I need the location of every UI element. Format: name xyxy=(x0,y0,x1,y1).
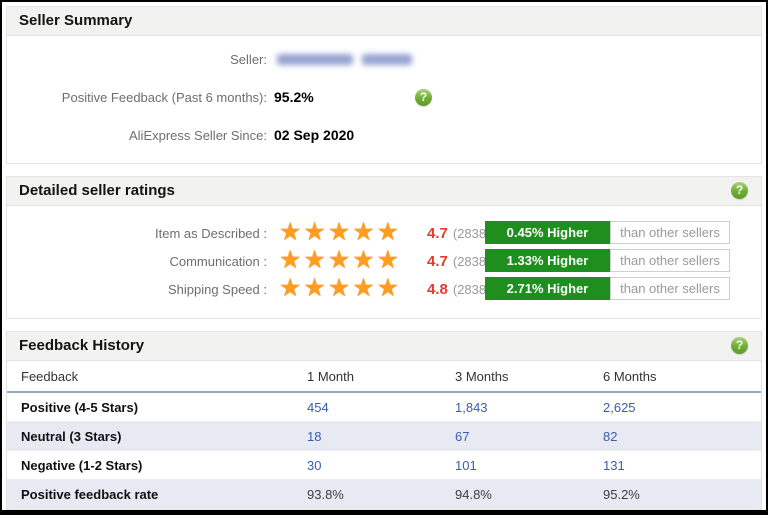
seller-row: Seller: xyxy=(7,40,761,78)
star-rating-icon: ★★★★★ ★★★★★ xyxy=(279,249,419,273)
feedback-history-table: Feedback 1 Month 3 Months 6 Months Posit… xyxy=(7,361,761,509)
seller-label: Seller: xyxy=(230,51,267,67)
redacted-blob xyxy=(362,53,412,65)
column-header-1-month: 1 Month xyxy=(307,368,354,384)
row-label: Neutral (3 Stars) xyxy=(21,428,122,444)
higher-badge: 0.45% Higher xyxy=(485,221,610,244)
comparison-badge: 0.45% Higher than other sellers xyxy=(485,221,730,244)
rating-label: Shipping Speed : xyxy=(167,281,267,297)
table-header-row: Feedback 1 Month 3 Months 6 Months xyxy=(7,361,761,393)
detailed-ratings-body: Item as Described : ★★★★★ ★★★★★ 4.7 (283… xyxy=(7,206,761,325)
feedback-count-link[interactable]: 1,843 xyxy=(455,399,488,415)
positive-feedback-row: Positive Feedback (Past 6 months): 95.2%… xyxy=(7,78,761,116)
comparison-badge: 1.33% Higher than other sellers xyxy=(485,249,730,272)
compare-label: than other sellers xyxy=(610,277,730,300)
star-rating-icon: ★★★★★ ★★★★★ xyxy=(279,277,419,301)
redacted-blob xyxy=(277,53,353,65)
seller-since-value: 02 Sep 2020 xyxy=(274,127,355,143)
rating-label: Communication : xyxy=(169,253,267,269)
column-header-feedback: Feedback xyxy=(21,368,79,384)
rating-row-item-as-described: Item as Described : ★★★★★ ★★★★★ 4.7 (283… xyxy=(7,219,761,247)
table-row-neutral: Neutral (3 Stars) 18 67 82 xyxy=(7,422,761,451)
feedback-rate-value: 93.8% xyxy=(307,486,344,502)
detailed-ratings-title: Detailed seller ratings xyxy=(19,182,175,199)
rating-row-communication: Communication : ★★★★★ ★★★★★ 4.7 (2838 ra… xyxy=(7,247,761,275)
feedback-count-link[interactable]: 30 xyxy=(307,457,322,473)
rating-label: Item as Described : xyxy=(155,225,267,241)
seller-summary-title: Seller Summary xyxy=(19,12,133,29)
stars-fill-icon: ★★★★★ xyxy=(279,249,402,272)
positive-feedback-value: 95.2% xyxy=(274,89,314,105)
star-rating-icon: ★★★★★ ★★★★★ xyxy=(279,221,419,245)
seller-summary-header: Seller Summary xyxy=(7,7,761,36)
feedback-count-link[interactable]: 67 xyxy=(455,428,470,444)
seller-since-label: AliExpress Seller Since: xyxy=(129,127,267,143)
column-header-6-months: 6 Months xyxy=(603,368,657,384)
row-label: Positive (4-5 Stars) xyxy=(21,399,139,415)
seller-since-row: AliExpress Seller Since: 02 Sep 2020 xyxy=(7,116,761,154)
help-icon[interactable]: ? xyxy=(731,337,748,354)
higher-badge: 2.71% Higher xyxy=(485,277,610,300)
stars-empty-icon: ★★★★★ xyxy=(279,221,402,245)
feedback-count-link[interactable]: 131 xyxy=(603,457,625,473)
feedback-history-section: Feedback History ? Feedback 1 Month 3 Mo… xyxy=(6,331,762,510)
feedback-rate-value: 95.2% xyxy=(603,486,640,502)
seller-name-redacted[interactable] xyxy=(277,53,412,65)
detailed-ratings-header: Detailed seller ratings ? xyxy=(7,177,761,206)
table-row-positive: Positive (4-5 Stars) 454 1,843 2,625 xyxy=(7,393,761,422)
seller-summary-body: Seller: Positive Feedback (Past 6 months… xyxy=(7,36,761,166)
feedback-count-link[interactable]: 2,625 xyxy=(603,399,636,415)
rating-row-shipping-speed: Shipping Speed : ★★★★★ ★★★★★ 4.8 (2838 r… xyxy=(7,275,761,303)
feedback-history-header: Feedback History ? xyxy=(7,332,761,361)
comparison-badge: 2.71% Higher than other sellers xyxy=(485,277,730,300)
column-header-3-months: 3 Months xyxy=(455,368,509,384)
row-label: Negative (1-2 Stars) xyxy=(21,457,143,473)
help-icon[interactable]: ? xyxy=(731,182,748,199)
rating-score: 4.7 xyxy=(427,224,448,242)
stars-empty-icon: ★★★★★ xyxy=(279,277,402,301)
feedback-count-link[interactable]: 454 xyxy=(307,399,329,415)
rating-score: 4.7 xyxy=(427,252,448,270)
feedback-count-link[interactable]: 18 xyxy=(307,428,322,444)
table-row-negative: Negative (1-2 Stars) 30 101 131 xyxy=(7,451,761,480)
feedback-count-link[interactable]: 82 xyxy=(603,428,618,444)
seller-summary-section: Seller Summary Seller: Positive Feedback… xyxy=(6,6,762,164)
compare-label: than other sellers xyxy=(610,221,730,244)
row-label: Positive feedback rate xyxy=(21,486,159,502)
rating-score: 4.8 xyxy=(427,280,448,298)
stars-fill-icon: ★★★★★ xyxy=(279,221,402,244)
help-icon[interactable]: ? xyxy=(415,89,432,106)
feedback-history-title: Feedback History xyxy=(19,337,145,354)
compare-label: than other sellers xyxy=(610,249,730,272)
positive-feedback-label: Positive Feedback (Past 6 months): xyxy=(61,89,267,105)
feedback-rate-value: 94.8% xyxy=(455,486,492,502)
feedback-count-link[interactable]: 101 xyxy=(455,457,477,473)
stars-fill-icon: ★★★★★ xyxy=(279,277,402,300)
detailed-ratings-section: Detailed seller ratings ? Item as Descri… xyxy=(6,176,762,319)
stars-empty-icon: ★★★★★ xyxy=(279,249,402,273)
higher-badge: 1.33% Higher xyxy=(485,249,610,272)
table-row-positive-rate: Positive feedback rate 93.8% 94.8% 95.2% xyxy=(7,480,761,509)
